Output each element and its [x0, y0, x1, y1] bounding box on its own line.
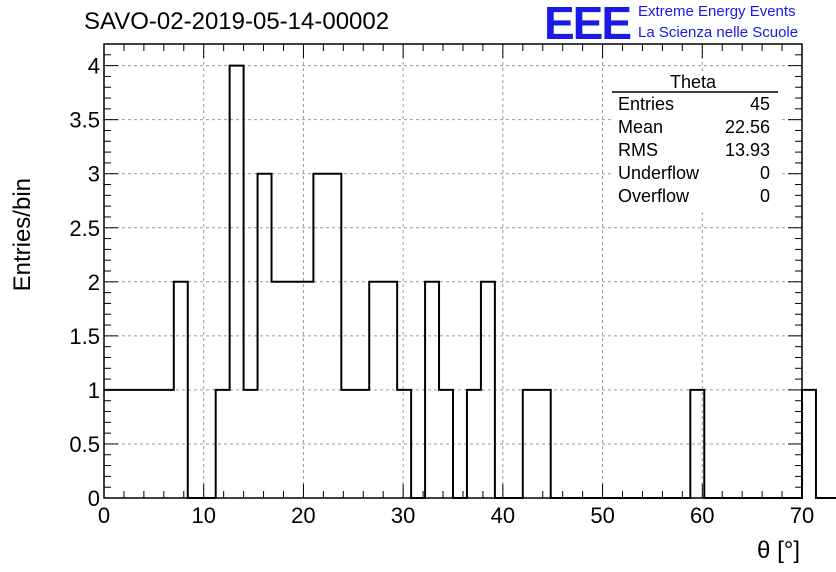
histogram-bar	[341, 390, 355, 498]
x-tick-label: 20	[291, 503, 315, 528]
x-tick-label: 30	[391, 503, 415, 528]
eee-logo-line-2: La Scienza nelle Scuole	[638, 24, 799, 41]
y-tick-label: 1	[88, 378, 100, 403]
y-tick-label: 0.5	[69, 432, 100, 457]
histogram-bar	[258, 174, 272, 498]
eee-logo-line-1: Extreme Energy Events	[638, 3, 796, 20]
histogram-bar	[174, 282, 188, 498]
axis-ticks	[103, 43, 803, 499]
y-tick-label: 4	[88, 54, 100, 79]
histogram-bar	[216, 390, 230, 498]
x-tick-label: 0	[98, 503, 110, 528]
y-tick-label: 1.5	[69, 324, 100, 349]
histogram-bar	[299, 282, 313, 498]
x-tick-label: 40	[491, 503, 515, 528]
x-tick-label: 60	[690, 503, 714, 528]
y-axis-label: Entries/bin	[9, 178, 36, 291]
x-axis-label: θ [°]	[757, 537, 800, 564]
y-tick-label: 2	[88, 270, 100, 295]
x-tick-label: 70	[790, 503, 814, 528]
eee-logo-mark: EEE	[544, 0, 632, 49]
y-tick-label: 0	[88, 486, 100, 511]
stats-box: Theta Entries 45 Mean 22.56 RMS 13.93 Underflo…	[612, 72, 780, 212]
y-tick-label: 3.5	[69, 108, 100, 133]
histogram-bar	[802, 390, 816, 498]
stats-label: RMS	[618, 140, 658, 160]
stats-value: 0	[760, 186, 770, 206]
stats-label: Overflow	[618, 186, 690, 206]
stats-value: 45	[750, 94, 770, 114]
stats-value: 22.56	[725, 117, 770, 137]
stats-label: Underflow	[618, 163, 700, 183]
y-tick-label: 3	[88, 162, 100, 187]
stats-label: Entries	[618, 94, 674, 114]
x-tick-labels: 0 10 20 30 40 50 60 70	[98, 503, 814, 528]
histogram-bar	[383, 282, 397, 498]
stats-box-bg	[612, 72, 780, 212]
stats-box-title: Theta	[670, 72, 717, 92]
stats-value: 0	[760, 163, 770, 183]
stats-value: 13.93	[725, 140, 770, 160]
y-tick-label: 2.5	[69, 216, 100, 241]
stats-label: Mean	[618, 117, 663, 137]
x-tick-label: 50	[590, 503, 614, 528]
x-tick-label: 10	[191, 503, 215, 528]
y-tick-labels: 0 0.5 1 1.5 2 2.5 3 3.5 4	[69, 54, 100, 511]
chart-title: SAVO-02-2019-05-14-00002	[84, 8, 390, 35]
